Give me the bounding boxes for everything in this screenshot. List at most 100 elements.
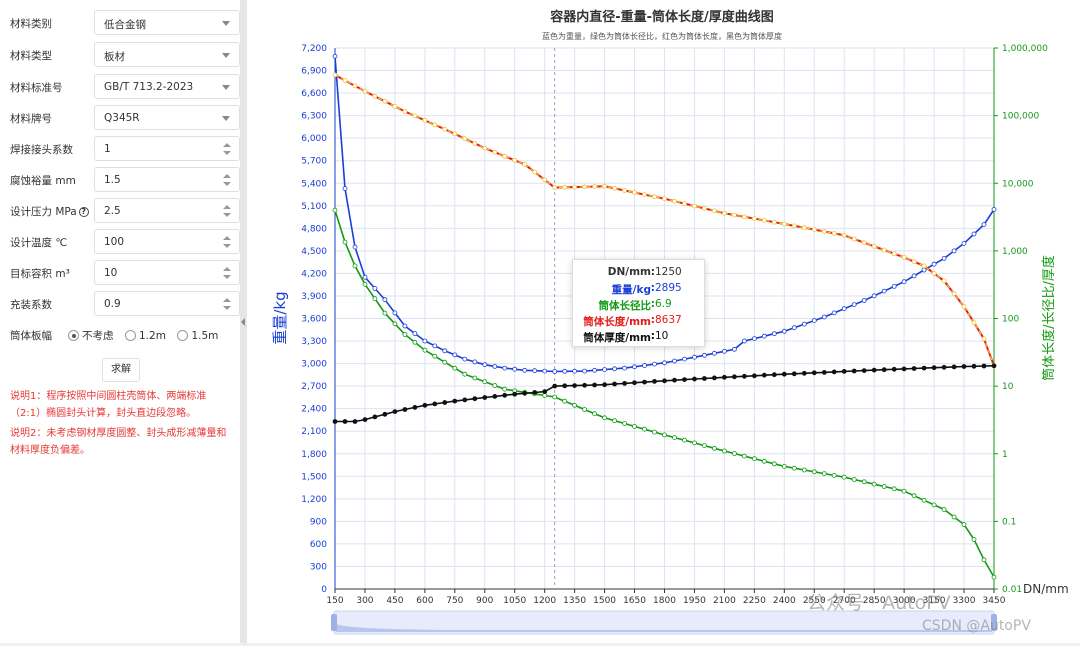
y-right-tick-label: 1 xyxy=(1002,450,1008,460)
y-left-tick-label: 4,200 xyxy=(301,269,327,279)
data-point xyxy=(741,214,747,220)
data-point xyxy=(682,201,687,207)
data-point xyxy=(771,372,777,378)
datazoom-right-handle[interactable] xyxy=(991,614,997,631)
data-point xyxy=(412,331,418,336)
material-category-select[interactable]: 低合金钢 xyxy=(94,10,240,35)
data-point xyxy=(512,366,518,372)
spin-down-icon[interactable] xyxy=(223,275,231,279)
spin-up-icon[interactable] xyxy=(223,267,231,271)
data-point xyxy=(522,367,528,373)
data-point xyxy=(552,369,558,374)
data-point xyxy=(652,194,657,200)
radio-option-1-2m[interactable]: 1.2m xyxy=(125,330,166,342)
x-tick-label: 600 xyxy=(416,596,433,606)
data-point xyxy=(901,488,907,494)
material-grade-label: 材料牌号 xyxy=(10,113,52,125)
data-point xyxy=(861,298,867,303)
y-left-tick-label: 4,800 xyxy=(301,224,327,234)
spin-down-icon[interactable] xyxy=(223,182,231,186)
data-point xyxy=(382,411,388,417)
help-icon[interactable]: ? xyxy=(78,207,89,217)
data-point xyxy=(402,323,408,329)
data-point xyxy=(692,354,697,360)
radio-option-1-5m[interactable]: 1.5m xyxy=(177,330,218,342)
x-tick-label: 1950 xyxy=(683,596,706,606)
x-tick-label: 3000 xyxy=(893,596,916,606)
data-point xyxy=(721,448,727,454)
radio-option-none[interactable]: 不考虑 xyxy=(68,328,114,343)
material-type-label: 材料类型 xyxy=(10,50,52,62)
data-point xyxy=(861,368,867,374)
spin-up-icon[interactable] xyxy=(223,205,231,209)
data-point xyxy=(692,203,697,209)
spin-down-icon[interactable] xyxy=(223,306,231,310)
y-right-tick-label: 10,000 xyxy=(1002,179,1034,189)
data-point xyxy=(692,440,697,446)
spin-up-icon[interactable] xyxy=(223,236,231,240)
data-point xyxy=(971,320,977,326)
spin-down-icon[interactable] xyxy=(223,151,231,155)
target-volume-input[interactable]: 10 xyxy=(94,260,240,285)
data-point xyxy=(632,380,637,386)
data-point xyxy=(682,356,687,362)
data-point xyxy=(871,243,877,249)
datazoom-slider[interactable] xyxy=(331,610,997,635)
data-point xyxy=(382,310,388,316)
collapse-arrow-icon[interactable] xyxy=(241,318,245,326)
datazoom-left-handle[interactable] xyxy=(331,614,337,631)
data-point xyxy=(841,474,847,480)
data-point xyxy=(841,368,847,374)
spin-down-icon[interactable] xyxy=(223,244,231,248)
data-point xyxy=(662,378,667,384)
data-point xyxy=(602,183,608,189)
material-type-select[interactable]: 板材 xyxy=(94,42,240,67)
data-point xyxy=(472,396,478,402)
panel-splitter[interactable] xyxy=(240,0,247,643)
design-pressure-input[interactable]: 2.5 xyxy=(94,198,240,223)
fill-factor-input[interactable]: 0.9 xyxy=(94,291,240,316)
data-point xyxy=(881,247,887,253)
data-point xyxy=(532,390,538,395)
design-pressure-label-wrap: 设计压力 MPa? xyxy=(10,204,89,219)
data-point xyxy=(622,380,628,386)
data-point xyxy=(682,377,687,383)
data-point xyxy=(971,537,977,542)
data-point xyxy=(981,222,987,228)
data-point xyxy=(662,360,667,366)
radio-label: 1.2m xyxy=(139,330,166,342)
datazoom-preview xyxy=(336,624,992,632)
design-temperature-input[interactable]: 100 xyxy=(94,229,240,254)
material-grade-select[interactable]: Q345R xyxy=(94,105,240,130)
corrosion-allowance-input[interactable]: 1.5 xyxy=(94,167,240,192)
data-point xyxy=(452,352,458,358)
solve-button[interactable]: 求解 xyxy=(102,358,140,382)
x-tick-label: 1500 xyxy=(593,596,616,606)
target-volume-value: 10 xyxy=(104,267,118,279)
data-point xyxy=(412,339,418,345)
material-standard-select[interactable]: GB/T 713.2-2023 xyxy=(94,74,240,99)
spin-up-icon[interactable] xyxy=(223,143,231,147)
data-point xyxy=(961,304,967,310)
chevron-down-icon xyxy=(222,116,230,121)
data-point xyxy=(981,336,987,342)
design-temperature-value: 100 xyxy=(104,236,125,248)
data-point xyxy=(771,331,777,337)
data-point xyxy=(941,278,947,284)
tooltip-row-length: 筒体长度/mm : 8637 xyxy=(583,314,682,328)
data-point xyxy=(672,198,677,204)
data-point xyxy=(562,398,568,404)
x-tick-label: 150 xyxy=(326,596,343,606)
spin-up-icon[interactable] xyxy=(223,298,231,302)
weld-joint-factor-input[interactable]: 1 xyxy=(94,136,240,161)
spin-down-icon[interactable] xyxy=(223,213,231,217)
tooltip-label: DN/mm xyxy=(607,266,651,278)
x-tick-label: 2100 xyxy=(713,596,736,606)
data-point xyxy=(552,394,558,400)
data-point xyxy=(991,363,997,369)
data-point xyxy=(851,236,857,242)
tooltip-value: 8637 xyxy=(655,314,682,326)
chart-container: 0 300 600 900 1,200 1,500 1,800 2,100 2,400 2,700… xyxy=(247,0,1080,643)
chevron-down-icon xyxy=(222,21,230,26)
spin-up-icon[interactable] xyxy=(223,174,231,178)
